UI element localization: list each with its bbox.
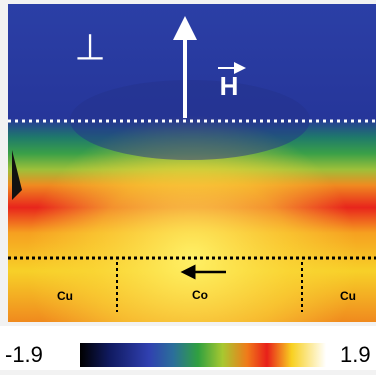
colorbar-min: -1.9 — [5, 342, 43, 367]
edge-artifact — [12, 150, 22, 200]
region-label: Co — [192, 288, 208, 302]
perp-label: ⊥ — [74, 27, 105, 68]
region-label: Cu — [340, 289, 356, 303]
colorbar-max: 1.9 — [340, 342, 371, 367]
colorbar — [80, 343, 326, 367]
region-label: Cu — [57, 289, 73, 303]
heatmap-glow — [8, 4, 376, 322]
field-label: H — [220, 71, 239, 101]
